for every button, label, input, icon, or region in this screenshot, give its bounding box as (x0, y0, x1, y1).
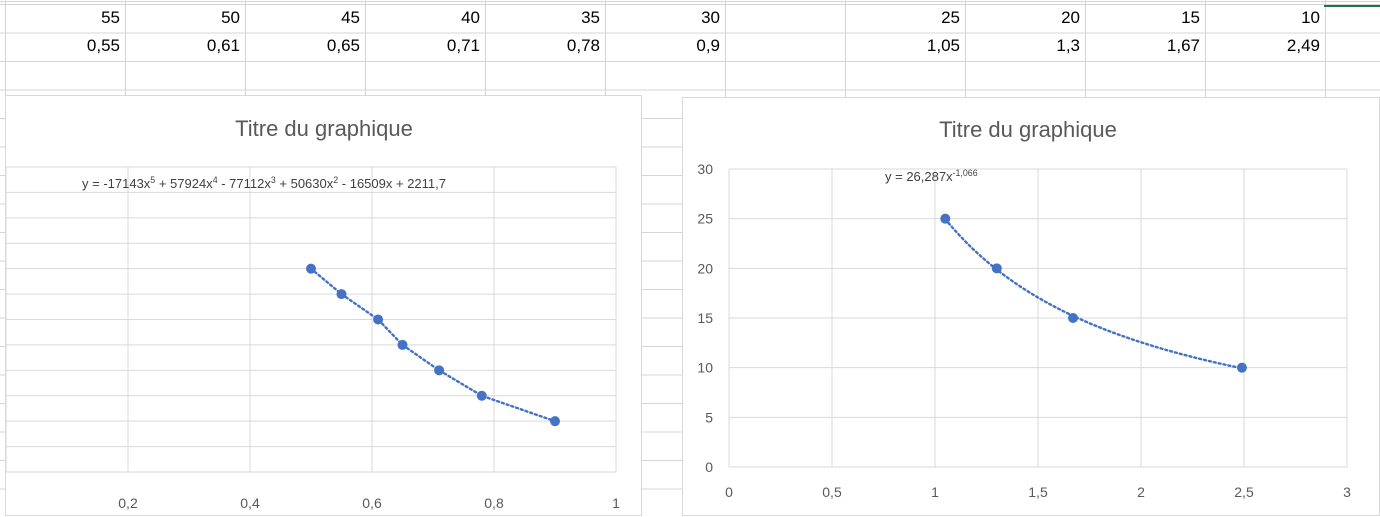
chart-1-plot: Titre du graphique y = -17143x5 + 57924x4… (6, 116, 620, 511)
x-tick-label: 0,6 (362, 495, 382, 511)
cell[interactable]: 55 (101, 8, 120, 27)
data-point (306, 263, 316, 274)
cell[interactable]: 40 (461, 8, 480, 27)
data-point (434, 365, 445, 376)
cell[interactable]: 30 (701, 8, 720, 27)
cell[interactable]: 45 (341, 8, 360, 27)
cell[interactable]: 2,49 (1286, 36, 1320, 55)
data-point (1236, 362, 1247, 373)
cell[interactable]: 0,61 (206, 36, 240, 55)
trendline-equation: y = -17143x5 + 57924x4 - 77112x3 + 50630… (82, 175, 446, 191)
y-tick-label: 0 (705, 459, 713, 475)
cell[interactable]: 1,67 (1166, 36, 1200, 55)
cell[interactable]: 0,78 (566, 36, 600, 55)
cell[interactable]: 25 (941, 8, 960, 27)
x-tick-label: 3 (1343, 484, 1351, 500)
cell[interactable]: 0,55 (86, 36, 120, 55)
x-tick-label: 1,5 (1028, 484, 1048, 500)
data-point (940, 213, 951, 224)
data-point (991, 263, 1002, 274)
data-point (1068, 313, 1079, 323)
y-tick-label: 10 (697, 360, 713, 376)
cell[interactable]: 15 (1181, 8, 1200, 27)
trendline (944, 217, 1244, 370)
chart-title: Titre du graphique (235, 116, 413, 141)
cell[interactable]: 10 (1301, 8, 1320, 27)
data-point (397, 339, 408, 350)
data-point (336, 289, 347, 300)
data-point (373, 314, 384, 325)
data-point (476, 390, 487, 401)
x-tick-label: 2 (1137, 484, 1145, 500)
cell[interactable]: 0,71 (446, 36, 480, 55)
chart-title: Titre du graphique (939, 117, 1117, 142)
cell[interactable]: 1,3 (1056, 36, 1080, 55)
x-tick-label: 0,2 (118, 495, 138, 511)
x-tick-label: 1 (612, 495, 620, 511)
trendline-equation: y = 26,287x-1,066 (885, 168, 978, 184)
chart-2[interactable]: Titre du graphique y = 26,287x-1,066 0 5 10 1… (682, 97, 1380, 516)
y-tick-label: 5 (705, 409, 713, 425)
cell[interactable]: 0,9 (696, 36, 720, 55)
x-tick-label: 0,8 (484, 495, 504, 511)
cell[interactable]: 1,05 (926, 36, 960, 55)
chart-1[interactable]: Titre du graphique y = -17143x5 + 57924x4… (5, 95, 642, 516)
y-tick-label: 15 (697, 310, 713, 326)
x-tick-label: 1 (931, 484, 939, 500)
x-tick-label: 2,5 (1234, 484, 1254, 500)
x-tick-label: 0 (725, 484, 733, 500)
x-tick-label: 0,4 (240, 495, 260, 511)
cell[interactable]: 35 (581, 8, 600, 27)
cell[interactable]: 50 (221, 8, 240, 27)
data-point (550, 416, 560, 427)
x-tick-label: 0,5 (822, 484, 842, 500)
y-tick-label: 30 (697, 161, 713, 177)
cell[interactable]: 0,65 (326, 36, 360, 55)
cell[interactable]: 20 (1061, 8, 1080, 27)
y-tick-label: 20 (697, 260, 713, 276)
y-tick-label: 25 (697, 211, 713, 227)
active-cell-indicator (1324, 0, 1380, 7)
